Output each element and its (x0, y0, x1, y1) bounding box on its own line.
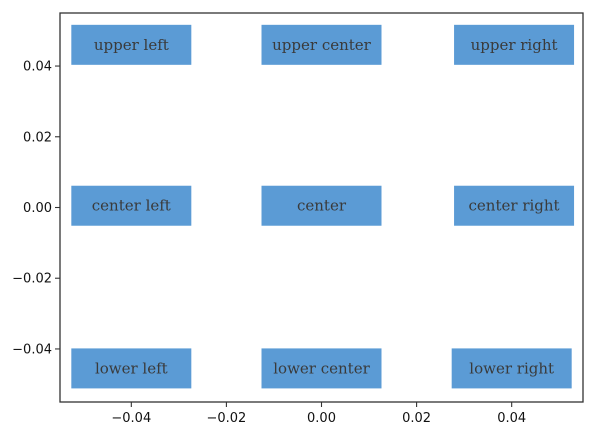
annotation-box (71, 348, 192, 389)
y-tick-label: 0.04 (23, 60, 52, 75)
annotation-center-left: center left (71, 185, 192, 226)
annotation-label: center (297, 197, 347, 215)
annotation-center: center (261, 185, 382, 226)
annotation-lower-left: lower left (71, 348, 192, 389)
annotations-layer: upper left upper center upper right center … (71, 24, 575, 389)
axes-frame (59, 12, 584, 403)
annotation-box (71, 185, 192, 226)
y-tick-label: 0.00 (23, 201, 52, 216)
x-tick-label: −0.04 (111, 411, 151, 425)
annotation-label: lower right (469, 359, 554, 377)
x-tick-label: 0.00 (307, 411, 336, 425)
annotation-label: lower left (95, 359, 168, 377)
y-tick-label: 0.02 (23, 130, 52, 145)
x-tick-label: 0.04 (497, 411, 526, 425)
annotation-upper-center: upper center (261, 24, 382, 65)
annotation-box (71, 24, 192, 65)
annotation-box (454, 185, 575, 226)
annotation-box (261, 348, 382, 389)
y-tick-label: −0.04 (12, 342, 52, 357)
annotation-box (454, 24, 575, 65)
annotation-box (451, 348, 572, 389)
annotation-label: center right (469, 197, 560, 215)
x-tick-label: 0.02 (402, 411, 431, 425)
annotation-lower-center: lower center (261, 348, 382, 389)
annotation-label: upper center (272, 36, 372, 54)
annotation-label: lower center (273, 359, 370, 377)
annotation-upper-right: upper right (454, 24, 575, 65)
annotation-label: upper left (94, 36, 169, 54)
annotation-lower-right: lower right (451, 348, 572, 389)
y-tick-label: −0.02 (12, 272, 52, 287)
annotation-center-right: center right (454, 185, 575, 226)
x-tick-label: −0.02 (206, 411, 246, 425)
ticks-layer: −0.04 −0.02 0.00 0.02 0.04 −0.04 −0.02 0.00 0.02… (12, 60, 526, 425)
annotation-box (261, 185, 382, 226)
annotation-label: center left (92, 197, 171, 215)
annotation-label: upper right (471, 36, 558, 54)
annotation-box (261, 24, 382, 65)
annotation-upper-left: upper left (71, 24, 192, 65)
